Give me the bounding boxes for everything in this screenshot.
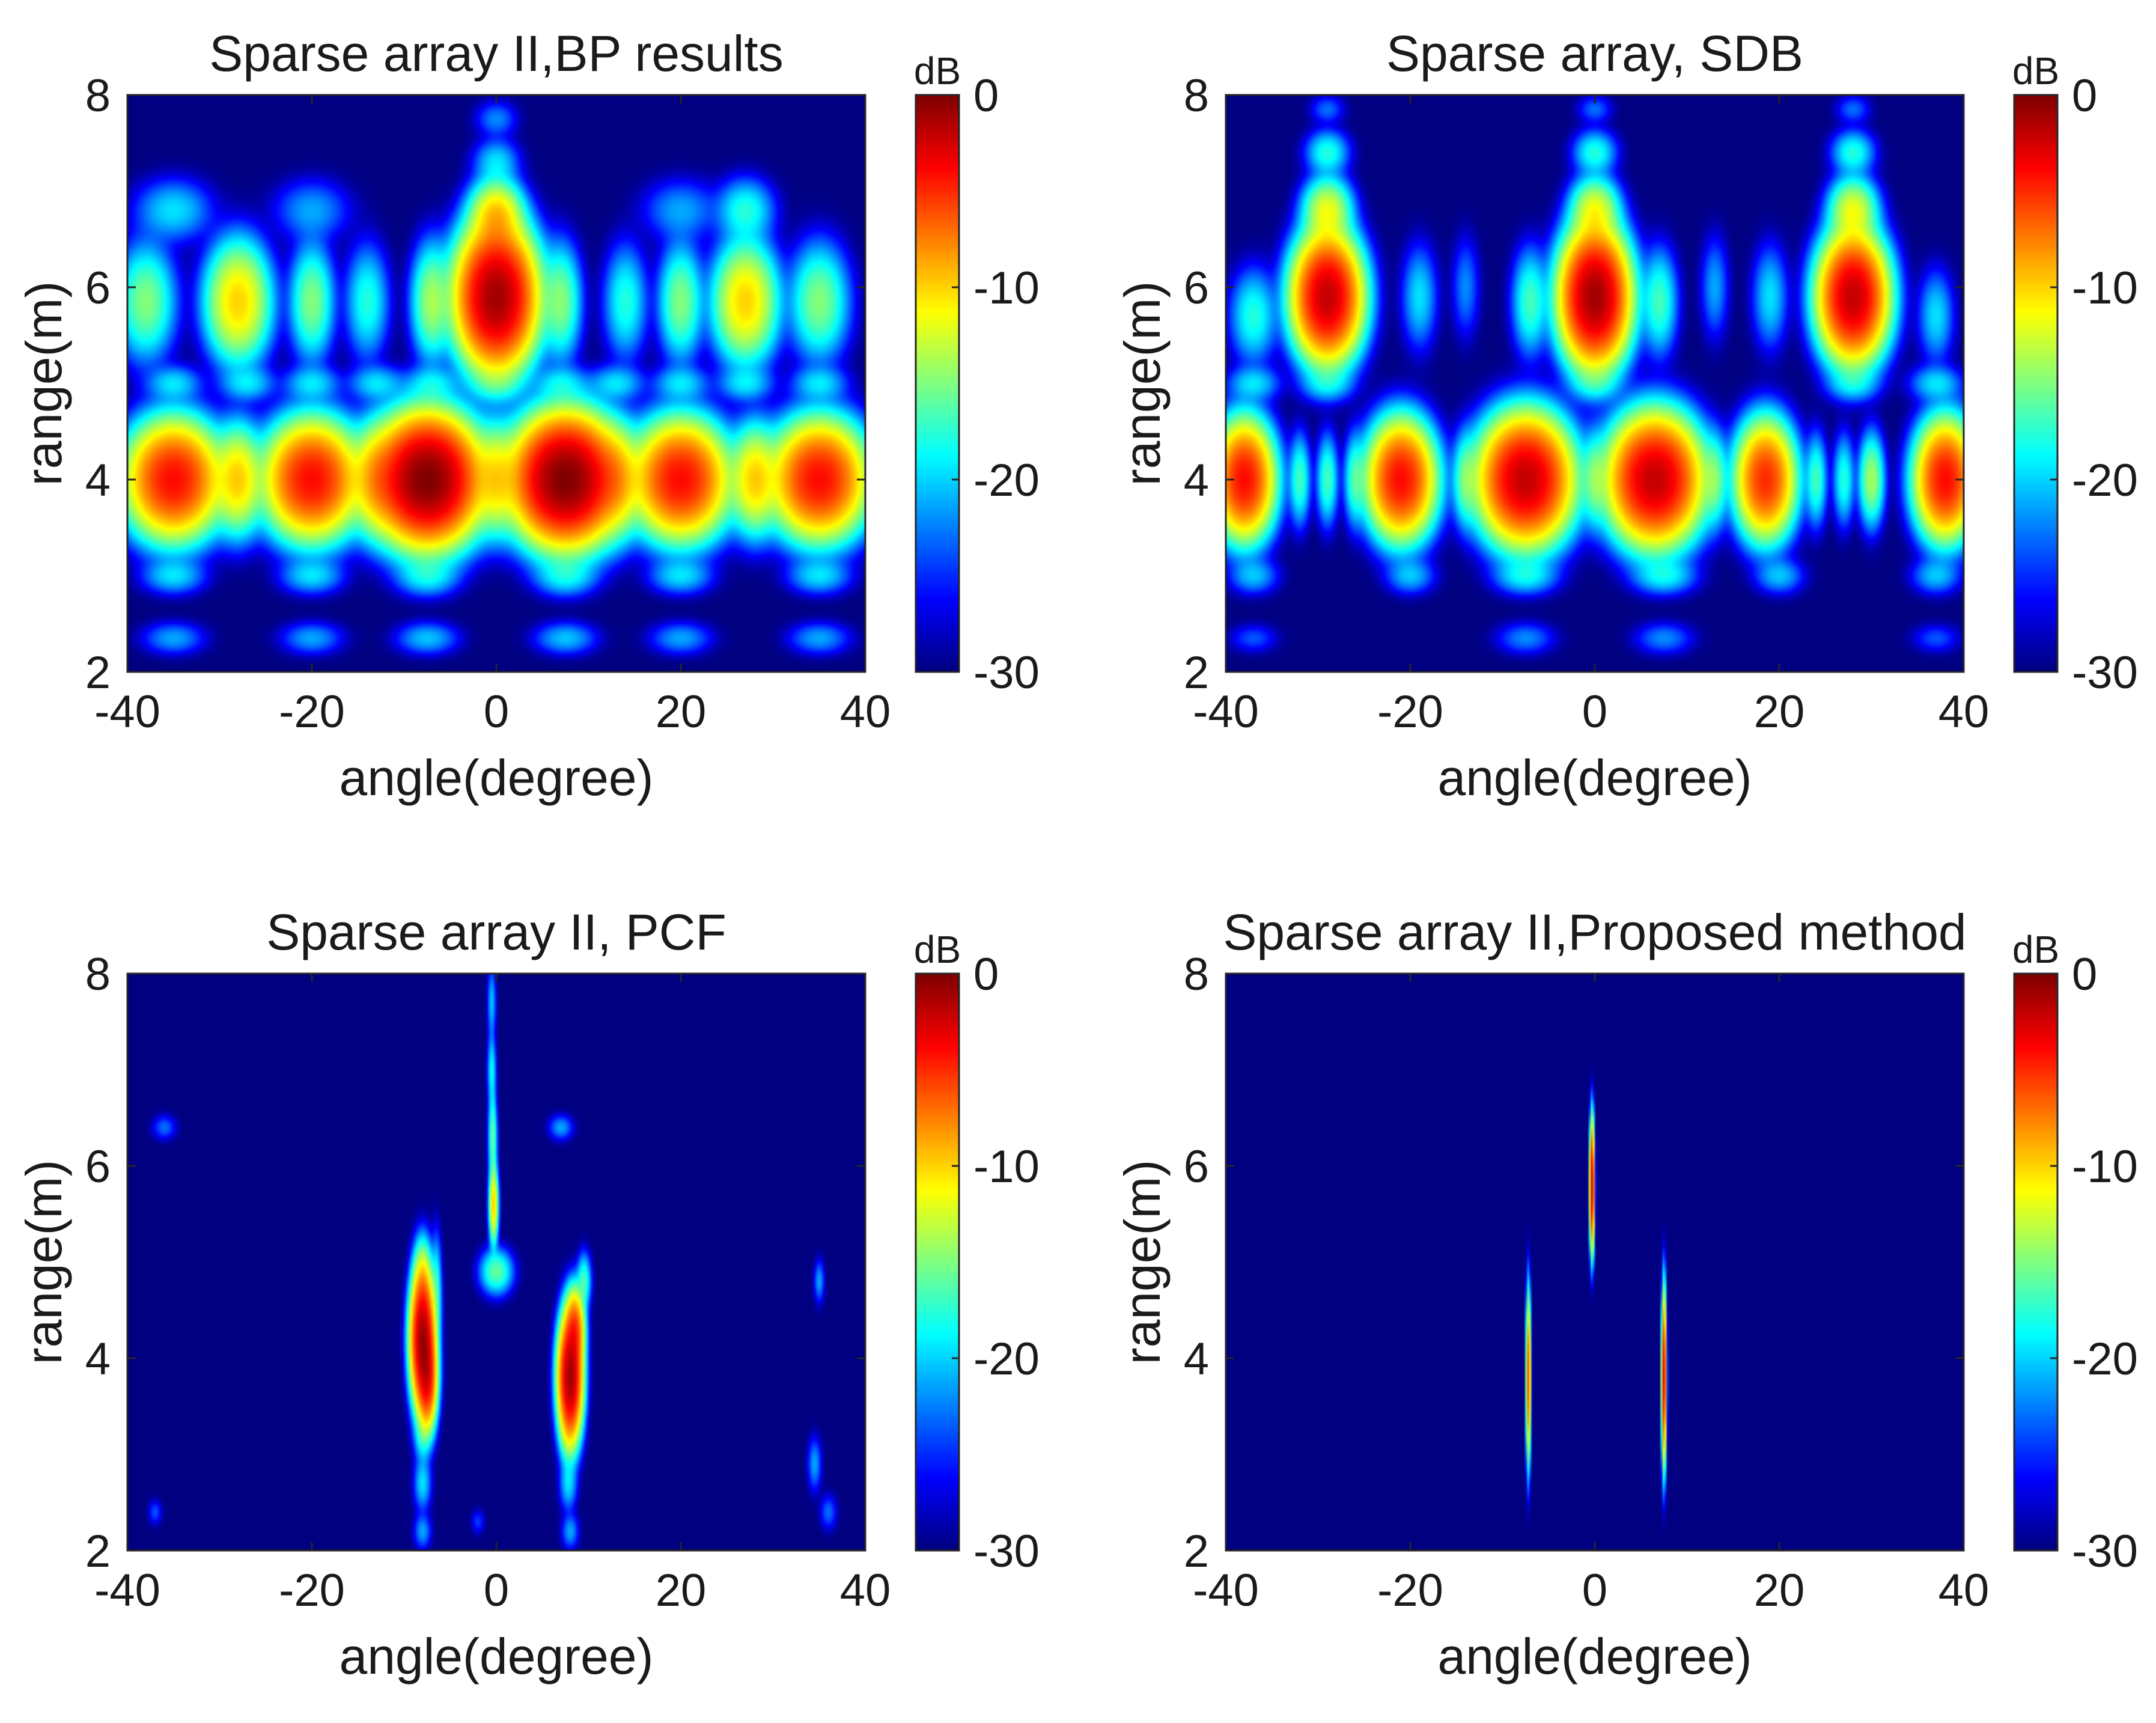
colorbar-tick-label: -10 [973,1141,1040,1192]
x-tick-label: 20 [656,1565,707,1616]
colorbar-tick-label: -10 [2072,1141,2138,1192]
colorbar-tick-label: -30 [2072,647,2138,698]
y-tick-label: 6 [1184,1141,1209,1192]
x-tick-label: 20 [656,686,707,737]
chart-title: Sparse array II, PCF [266,904,726,960]
x-tick-label: 0 [1582,686,1607,737]
colorbar-tick-label: -30 [973,1526,1040,1577]
x-tick-label: -40 [1193,1565,1259,1616]
x-axis-label: angle(degree) [339,1628,653,1685]
x-tick-label: -20 [279,686,345,737]
colorbar-gradient [916,95,959,672]
x-tick-label: 20 [1754,686,1805,737]
colorbar-frame [2013,972,2059,1552]
colorbar-tick-label: 0 [2072,70,2097,121]
colorbar-tick-label: 0 [973,949,999,1000]
chart-title: Sparse array II,BP results [209,25,784,82]
y-tick-label: 2 [85,647,111,698]
x-tick-label: -40 [1193,686,1259,737]
y-axis-label: range(m) [1114,1160,1171,1365]
y-tick-label: 4 [85,455,111,506]
y-axis-label: range(m) [16,281,72,486]
y-tick-label: 4 [1184,1334,1209,1385]
x-tick-label: 40 [1938,1565,1990,1616]
colorbar-tick-label: -20 [2072,1334,2138,1385]
heatmap-image [1226,95,1964,672]
x-tick-label: -40 [94,686,160,737]
y-tick-label: 2 [1184,647,1209,698]
y-tick-label: 6 [85,1141,111,1192]
colorbar-gradient [2014,95,2057,672]
x-tick-label: 20 [1754,1565,1805,1616]
colorbar-gradient [916,974,959,1551]
x-axis-label: angle(degree) [339,749,653,806]
y-tick-label: 4 [85,1334,111,1385]
colorbar-tick-label: -20 [973,1334,1040,1385]
x-tick-label: 40 [1938,686,1990,737]
y-tick-label: 6 [85,263,111,314]
colorbar-tick-label: -10 [973,263,1040,314]
colorbar-tick-label: -30 [973,647,1040,698]
panel-3: -40 -20 0 20 40 2 4 6 8 Sparse array II, PCF angle… [16,904,1040,1685]
y-tick-label: 8 [85,949,111,1000]
colorbar-frame [915,94,960,673]
x-tick-label: -20 [1377,686,1443,737]
colorbar-label: dB [2012,49,2059,93]
y-tick-label: 8 [1184,949,1209,1000]
x-axis-label: angle(degree) [1437,1628,1752,1685]
heatmap-image [127,974,865,1551]
colorbar-tick-label: -20 [2072,455,2138,506]
y-tick-label: 8 [85,70,111,121]
y-axis-label: range(m) [16,1160,72,1365]
chart-title: Sparse array, SDB [1386,25,1803,82]
colorbar-tick-label: 0 [2072,949,2097,1000]
panel-2: -40 -20 0 20 40 2 4 6 8 Sparse array, SDB angle(de… [1114,25,2138,806]
colorbar-label: dB [2012,928,2059,971]
x-tick-label: 40 [840,686,891,737]
x-tick-label: 40 [840,1565,891,1616]
heatmap-image [127,95,865,672]
y-axis-label: range(m) [1114,281,1171,486]
panel-4: -40 -20 0 20 40 2 4 6 8 Sparse array II,Proposed … [1114,904,2138,1685]
colorbar-label: dB [914,928,961,971]
y-tick-label: 4 [1184,455,1209,506]
x-tick-label: 0 [484,686,509,737]
y-tick-label: 2 [85,1526,111,1577]
colorbar-label: dB [914,49,961,93]
x-tick-label: -40 [94,1565,160,1616]
colorbar-tick-label: -30 [2072,1526,2138,1577]
x-tick-label: 0 [484,1565,509,1616]
y-tick-label: 6 [1184,263,1209,314]
colorbar-tick-label: -10 [2072,263,2138,314]
heatmap-image [1226,974,1964,1551]
x-tick-label: -20 [1377,1565,1443,1616]
panel-1: -40 -20 0 20 40 2 4 6 8 Sparse array II,BP result… [16,25,1040,806]
colorbar-frame [915,972,960,1552]
x-axis-label: angle(degree) [1437,749,1752,806]
colorbar-tick-label: -20 [973,455,1040,506]
chart-title: Sparse array II,Proposed method [1223,904,1966,960]
colorbar-frame [2013,94,2059,673]
x-tick-label: 0 [1582,1565,1607,1616]
y-tick-label: 8 [1184,70,1209,121]
colorbar-gradient [2014,974,2057,1551]
colorbar-tick-label: 0 [973,70,999,121]
y-tick-label: 2 [1184,1526,1209,1577]
x-tick-label: -20 [279,1565,345,1616]
